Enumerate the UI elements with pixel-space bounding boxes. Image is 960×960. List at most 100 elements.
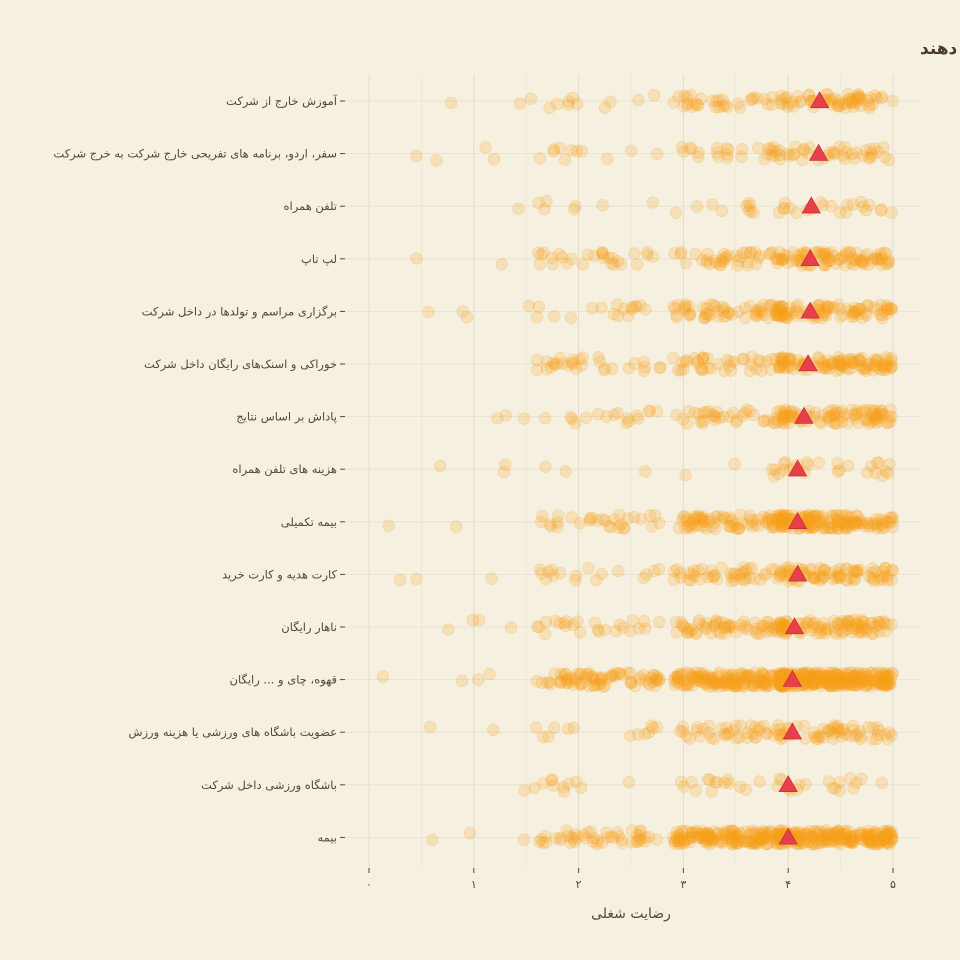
data-point — [631, 828, 644, 842]
data-point — [639, 361, 652, 374]
data-point — [879, 728, 892, 741]
data-point — [639, 728, 652, 741]
data-point — [559, 465, 572, 478]
data-point — [873, 573, 886, 587]
data-point — [703, 680, 717, 693]
data-point — [843, 245, 857, 259]
data-point — [591, 623, 605, 637]
data-point — [810, 515, 823, 529]
data-point — [622, 415, 635, 428]
data-point — [757, 415, 771, 428]
data-point — [767, 470, 781, 483]
data-point — [835, 730, 849, 743]
data-point — [853, 302, 867, 316]
data-point — [811, 828, 825, 842]
data-point — [811, 669, 825, 683]
data-point — [724, 515, 737, 528]
data-point — [855, 303, 868, 316]
data-point — [566, 91, 579, 105]
data-point — [771, 828, 785, 842]
data-point — [547, 144, 561, 158]
data-point — [883, 516, 897, 529]
data-point — [772, 517, 785, 530]
data-point — [723, 410, 737, 423]
data-point — [868, 89, 882, 102]
data-point — [871, 520, 884, 533]
data-point — [559, 667, 572, 681]
data-point — [763, 827, 776, 840]
data-point — [450, 520, 463, 533]
data-point — [832, 617, 845, 630]
data-point — [882, 669, 895, 683]
data-point — [804, 519, 818, 532]
data-point — [569, 674, 583, 688]
data-point — [729, 416, 743, 429]
data-point — [705, 785, 718, 798]
data-point — [776, 300, 789, 314]
data-point — [590, 838, 604, 851]
data-point — [676, 620, 690, 633]
data-point — [556, 357, 569, 370]
data-point — [839, 356, 852, 370]
data-point — [833, 406, 847, 420]
data-point — [615, 518, 628, 531]
data-point — [830, 836, 844, 849]
data-point — [686, 669, 699, 682]
data-point — [715, 561, 728, 574]
data-point — [817, 245, 831, 259]
data-point — [741, 671, 754, 684]
data-point — [807, 510, 821, 524]
data-point — [821, 254, 835, 268]
data-point — [707, 675, 720, 689]
data-point — [873, 407, 887, 420]
data-point — [783, 561, 796, 574]
data-point — [777, 351, 790, 365]
data-point — [674, 571, 688, 584]
data-point — [613, 509, 626, 522]
data-point — [711, 305, 724, 318]
data-point — [733, 568, 746, 582]
data-point — [765, 353, 779, 366]
data-point — [530, 311, 544, 324]
data-point — [870, 522, 884, 535]
data-point — [704, 564, 718, 578]
data-point — [708, 732, 721, 746]
data-point — [829, 668, 842, 681]
data-point — [881, 677, 894, 690]
data-point — [542, 565, 556, 579]
x-tick-label: ۵ — [890, 878, 896, 891]
data-point — [775, 670, 788, 683]
category-label: خوراکی و اسنک‌های رایگان داخل شرکت — [144, 357, 337, 372]
data-point — [631, 728, 645, 741]
data-point — [744, 93, 758, 107]
data-point — [886, 667, 899, 680]
data-point — [798, 719, 811, 733]
data-point — [810, 732, 823, 745]
data-point — [622, 776, 636, 789]
data-point — [867, 829, 881, 842]
data-point — [813, 352, 826, 365]
data-point — [629, 300, 643, 313]
data-point — [773, 410, 786, 423]
data-point — [852, 88, 865, 101]
data-point — [865, 679, 878, 693]
data-point — [875, 834, 888, 847]
data-point — [836, 410, 849, 424]
data-point — [739, 619, 752, 633]
data-point — [836, 360, 849, 373]
data-point — [697, 515, 711, 529]
data-point — [717, 679, 730, 692]
data-point — [682, 308, 696, 322]
data-point — [723, 671, 737, 684]
data-point — [780, 311, 793, 324]
data-point — [667, 564, 681, 578]
data-point — [727, 724, 741, 737]
data-point — [682, 573, 696, 587]
data-point — [870, 410, 884, 424]
data-point — [688, 674, 701, 688]
data-point — [824, 680, 837, 693]
data-point — [460, 311, 474, 324]
data-point — [856, 673, 870, 687]
data-point — [688, 513, 701, 526]
data-point — [883, 410, 897, 424]
